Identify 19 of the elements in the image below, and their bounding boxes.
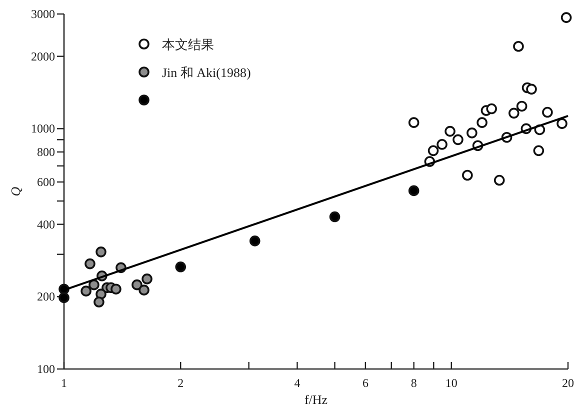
x-tick-label: 6: [362, 376, 368, 390]
x-tick-label: 8: [410, 376, 417, 390]
y-tick-label: 200: [37, 290, 55, 304]
y-tick-label: 400: [37, 217, 55, 232]
x-tick-label: 20: [562, 376, 574, 390]
legend-label: Jin 和 Aki(1988): [162, 65, 251, 80]
y-tick-label: 100: [37, 362, 55, 376]
y-tick-label: 1000: [31, 122, 55, 136]
x-tick-label: 1: [61, 376, 67, 390]
x-tick-label: 4: [294, 376, 300, 390]
y-tick-label: 800: [37, 144, 55, 159]
legend-label: 本文结果: [162, 37, 214, 52]
y-tick-label: 3000: [31, 7, 55, 21]
y-axis-title: Q: [8, 186, 23, 196]
x-axis-title: f/Hz: [304, 392, 328, 407]
y-tick-label: 600: [37, 174, 55, 189]
x-tick-label: 10: [445, 376, 458, 390]
y-tick-label: 2000: [31, 49, 55, 64]
x-tick-label: 2: [178, 376, 184, 390]
